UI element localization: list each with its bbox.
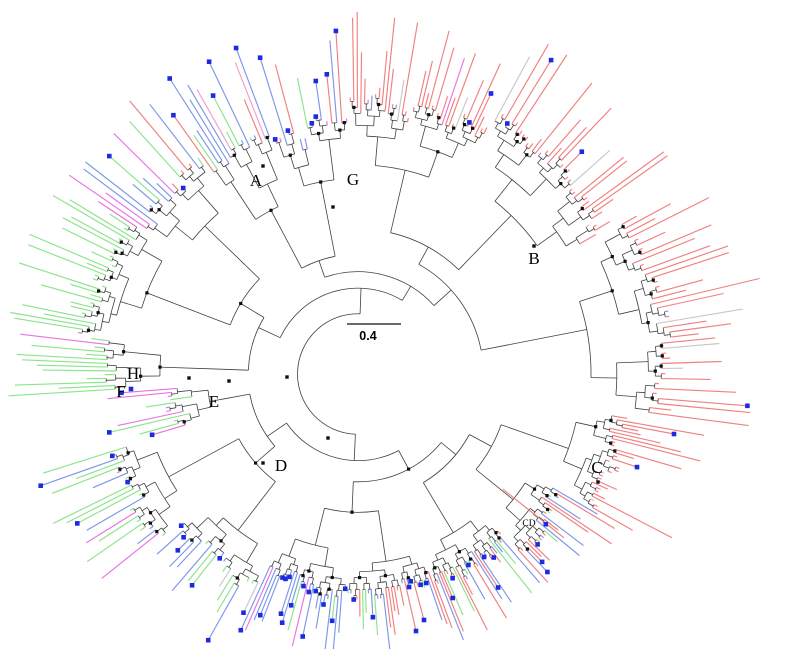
clade-label-e: E (209, 392, 219, 411)
clade-label-h: H (127, 364, 139, 383)
node-dots-layer (38, 28, 750, 643)
clade-label-cd: CD (522, 519, 535, 529)
clade-label-f: F (116, 382, 125, 401)
clade-label-c: C (591, 458, 602, 477)
clade-label-d: D (275, 456, 287, 475)
clade-label-g: G (347, 170, 359, 189)
scale-bar: 0.4 (347, 323, 401, 343)
clade-label-b: B (528, 249, 539, 268)
scale-bar-label: 0.4 (359, 329, 376, 343)
branches-layer (8, 11, 760, 649)
clade-label-a: A (250, 171, 263, 190)
